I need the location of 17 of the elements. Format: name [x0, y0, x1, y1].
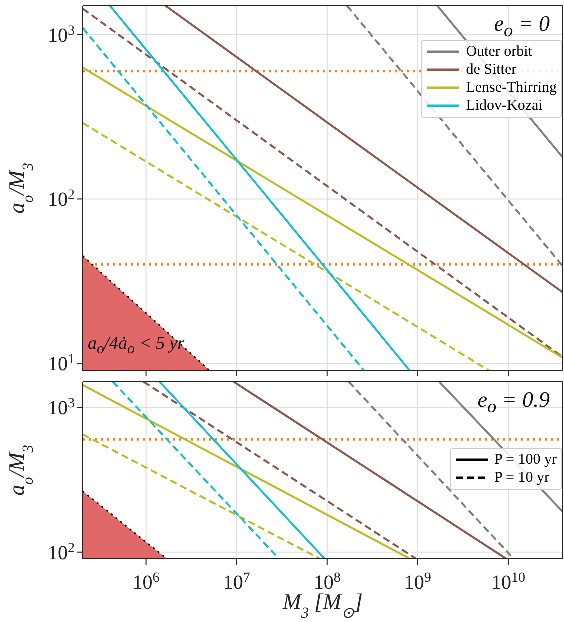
x-tick-label: 10$^{9}$ [404, 570, 432, 594]
y-tick-label: 10$^{1}$ [48, 352, 75, 376]
legend-label: Lidov-Kozai [466, 98, 543, 114]
x-tick-label: 10$^{7}$ [223, 570, 250, 594]
legend-label: P = 100 yr [494, 452, 557, 468]
y-tick-label: 10$^{2}$ [48, 540, 75, 564]
annotation: e$_{o}$ = 0 [494, 11, 550, 42]
y-tick-label: 10$^{3}$ [48, 23, 75, 47]
legend-label: Lense-Thirring [466, 80, 557, 96]
x-tick-label: 10$^{6}$ [132, 570, 160, 594]
legend-label: de Sitter [466, 62, 517, 78]
x-tick-label: 10$^{10}$ [491, 570, 526, 594]
y-tick-label: 10$^{3}$ [48, 396, 75, 420]
legend-label: P = 10 yr [494, 470, 550, 486]
y-tick-label: 10$^{2}$ [48, 188, 75, 212]
annotation: e$_{o}$ = 0.9 [478, 387, 550, 418]
legend-label: Outer orbit [466, 44, 532, 60]
